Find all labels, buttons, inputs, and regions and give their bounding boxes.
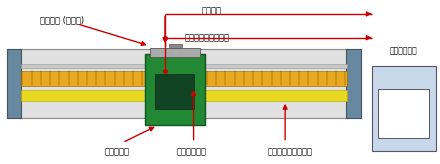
Text: 位置フィードバック: 位置フィードバック [185, 33, 230, 42]
Bar [155, 74, 194, 109]
Bar [7, 49, 361, 118]
Text: テーブル (コイル): テーブル (コイル) [40, 15, 84, 24]
Bar [169, 44, 182, 48]
Text: 位置指令: 位置指令 [201, 6, 221, 15]
Bar [21, 64, 347, 69]
Bar [7, 49, 21, 118]
Text: マグネットシャフト: マグネットシャフト [268, 147, 313, 156]
Bar [21, 90, 347, 101]
Bar [378, 89, 429, 138]
Bar [346, 49, 361, 118]
Text: 磁気ヘッド: 磁気ヘッド [104, 147, 129, 156]
Text: コントローラ: コントローラ [389, 46, 418, 55]
Text: 磁気スケール: 磁気スケール [176, 147, 206, 156]
Bar [372, 66, 436, 151]
Bar [150, 48, 200, 57]
Bar [145, 54, 205, 125]
Text: 制　御: 制 御 [396, 105, 411, 114]
Bar [21, 71, 347, 86]
